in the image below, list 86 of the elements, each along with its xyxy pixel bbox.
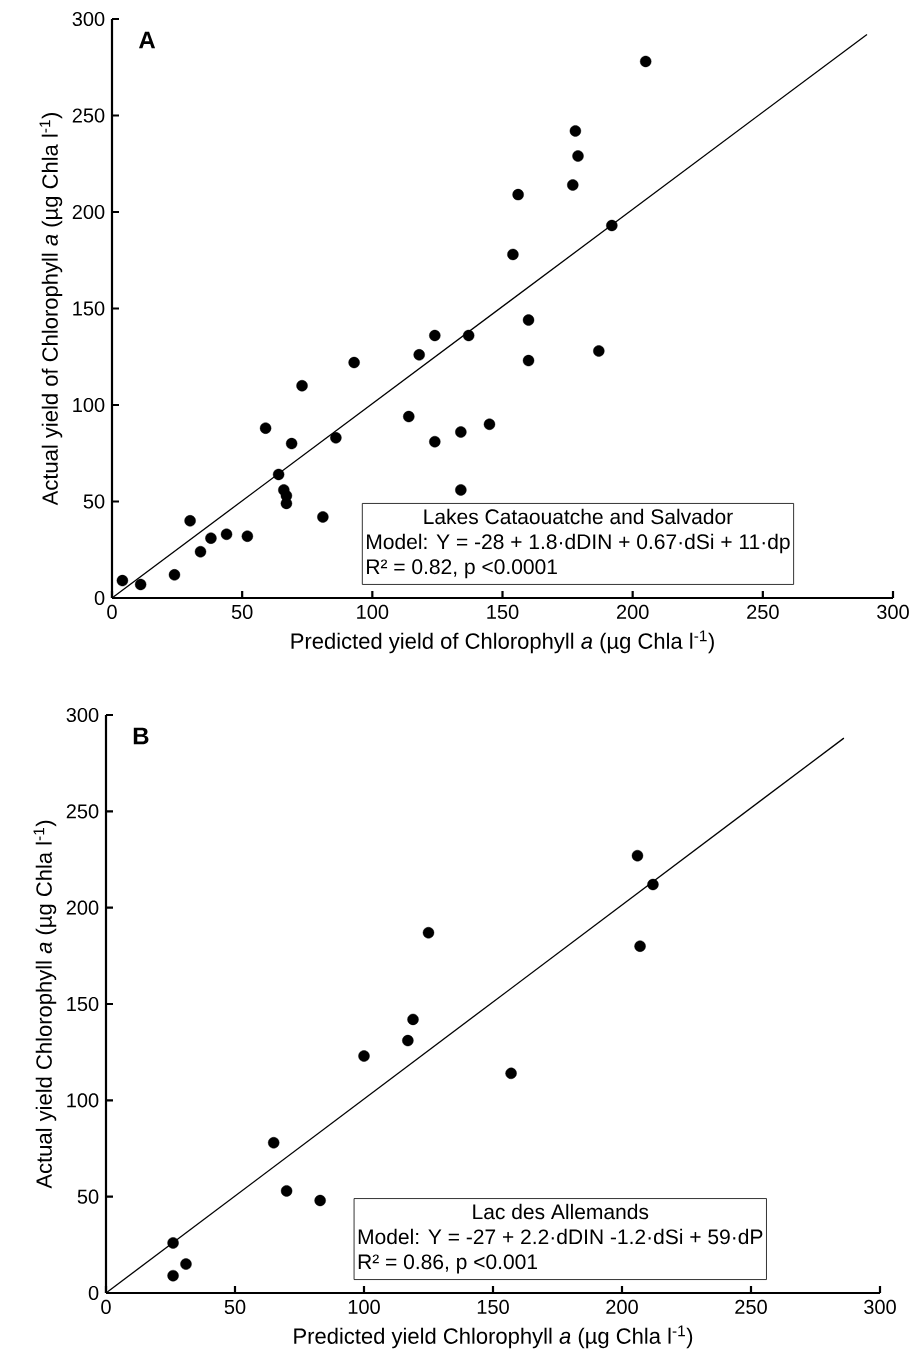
x-tick-label: 50 [231, 604, 253, 620]
point [605, 219, 618, 232]
point [314, 1194, 326, 1207]
x-tick-label: 150 [477, 1299, 509, 1315]
point [639, 55, 652, 68]
y-tick-label: 250 [66, 804, 99, 819]
point [205, 532, 217, 544]
point [507, 248, 519, 261]
x-tick-label: 300 [863, 1299, 896, 1315]
point [483, 418, 496, 430]
point [512, 188, 524, 201]
point [241, 530, 253, 542]
point [267, 1137, 280, 1149]
point [454, 426, 467, 438]
x-tick-label: 50 [224, 1299, 246, 1315]
point [330, 432, 342, 444]
annotation: Lac des Allemands [473, 1203, 649, 1220]
point [358, 1050, 370, 1062]
point [401, 1034, 414, 1047]
point [592, 345, 605, 357]
point [296, 380, 308, 392]
x-tick-label: 0 [107, 604, 117, 620]
point [167, 1269, 179, 1282]
y-tick-label: 100 [67, 1093, 99, 1108]
annotation: Model: Y = -27 + 2.2·dDIN -1.2·dSi + 59·dP [358, 1228, 763, 1245]
x-tick-label: 100 [357, 604, 389, 620]
y-tick-label: 250 [72, 108, 105, 123]
y-tick-label: 150 [73, 301, 105, 316]
annotation: Model: Y = -28 + 1.8·dDIN + 0.67·dSi + 11·dp [366, 533, 790, 554]
point [522, 314, 535, 326]
annotation: Lakes Cataouatche and Salvador [424, 508, 733, 525]
point [572, 150, 584, 162]
y-tick-label: 200 [72, 204, 105, 220]
point [631, 849, 644, 862]
x-tick-label: 300 [876, 604, 909, 620]
point [194, 545, 207, 558]
point [428, 329, 441, 342]
x-tick-label: 100 [348, 1299, 380, 1315]
point [184, 515, 196, 527]
point [413, 349, 425, 361]
annotation: B [133, 727, 149, 745]
point [402, 410, 415, 423]
y-tick-label: 50 [77, 1189, 99, 1204]
point [259, 422, 272, 434]
point [180, 1258, 192, 1270]
x-tick-label: 250 [735, 1299, 767, 1315]
y-tick-label: 150 [67, 996, 99, 1012]
point [634, 940, 646, 952]
point [220, 528, 233, 540]
point [428, 435, 441, 448]
y-tick-label: 50 [83, 494, 105, 509]
y-axis-title: Actual yield Chlorophyll a (µg Chla l$^{-1}$) [33, 820, 57, 1189]
point [569, 125, 581, 137]
point [285, 437, 298, 450]
point [505, 1067, 517, 1080]
point [116, 574, 128, 587]
point [422, 927, 435, 939]
y-tick-label: 200 [66, 900, 99, 915]
point [454, 484, 467, 496]
point [647, 878, 659, 891]
point [317, 511, 329, 523]
y-tick-label: 0 [94, 590, 105, 606]
point [134, 578, 147, 591]
x-tick-label: 150 [487, 604, 519, 620]
point [167, 1237, 179, 1249]
point [280, 1185, 293, 1197]
point [272, 468, 285, 481]
point [348, 356, 360, 369]
y-tick-label: 100 [73, 397, 105, 413]
point [168, 569, 181, 581]
annotation: A [138, 31, 155, 49]
x-axis-title: Predicted yield of Chlorophyll a (µg Chla l$^{-1}$) [291, 630, 714, 654]
point [522, 354, 535, 367]
x-tick-label: 200 [606, 1299, 638, 1315]
y-tick-label: 300 [66, 707, 99, 723]
y-axis-title: Actual yield of Chlorophyll a (µg Chla l$^{-1}$) [39, 113, 63, 506]
x-tick-label: 250 [746, 604, 779, 620]
x-axis-title: Predicted yield Chlorophyll a (µg Chla l$^{-1}$) [294, 1325, 692, 1349]
point [566, 179, 579, 191]
point [407, 1013, 419, 1026]
annotation: R² = 0.86, p <0.001 [358, 1254, 537, 1274]
y-tick-label: 0 [88, 1285, 99, 1301]
x-tick-label: 200 [616, 604, 649, 620]
annotation: R² = 0.82, p <0.0001 [366, 559, 557, 579]
y-tick-label: 300 [72, 11, 105, 27]
point [462, 329, 475, 342]
